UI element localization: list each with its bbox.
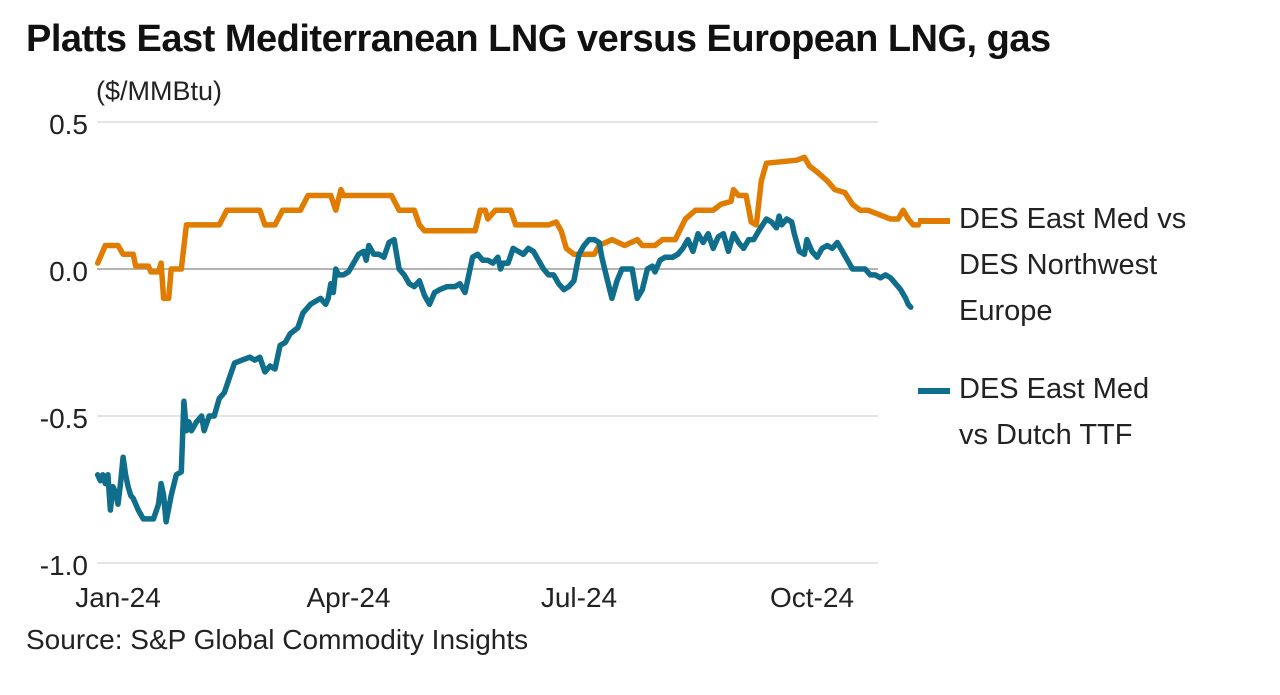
x-tick-label: Jul-24 [541,582,617,613]
legend-swatch-orange [918,218,950,224]
x-tick-label: Apr-24 [306,582,390,613]
series-line-east-med-vs-nwe [94,154,922,302]
y-tick-label: -1.0 [40,550,88,581]
source-note: Source: S&P Global Commodity Insights [26,624,529,655]
x-tick-label: Oct-24 [770,582,854,613]
series-line-east-med-vs-ttf [94,213,914,525]
y-tick-label: 0.5 [49,109,88,140]
y-tick-label: 0.0 [49,256,88,287]
y-axis-ticks: 0.5 0.0 -0.5 -1.0 [40,109,88,581]
y-tick-label: -0.5 [40,403,88,434]
gridlines [97,121,878,564]
legend-swatch-teal [918,388,950,394]
legend-label: DES East Med vs Dutch TTF [959,373,1150,451]
y-axis-unit-label: ($/MMBtu) [96,76,223,106]
legend-item-east-med-vs-nwe: DES East Med vs DES Northwest Europe [918,198,1229,334]
chart-title: Platts East Mediterranean LNG versus Eur… [26,18,1051,60]
x-tick-label: Jan-24 [75,582,161,613]
x-axis-ticks: Jan-24 Apr-24 Jul-24 Oct-24 [75,582,854,613]
legend-item-east-med-vs-ttf: DES East Med vs Dutch TTF [918,368,1229,458]
series-lines [94,154,922,525]
legend-label: DES East Med vs DES Northwest Europe [959,203,1187,327]
